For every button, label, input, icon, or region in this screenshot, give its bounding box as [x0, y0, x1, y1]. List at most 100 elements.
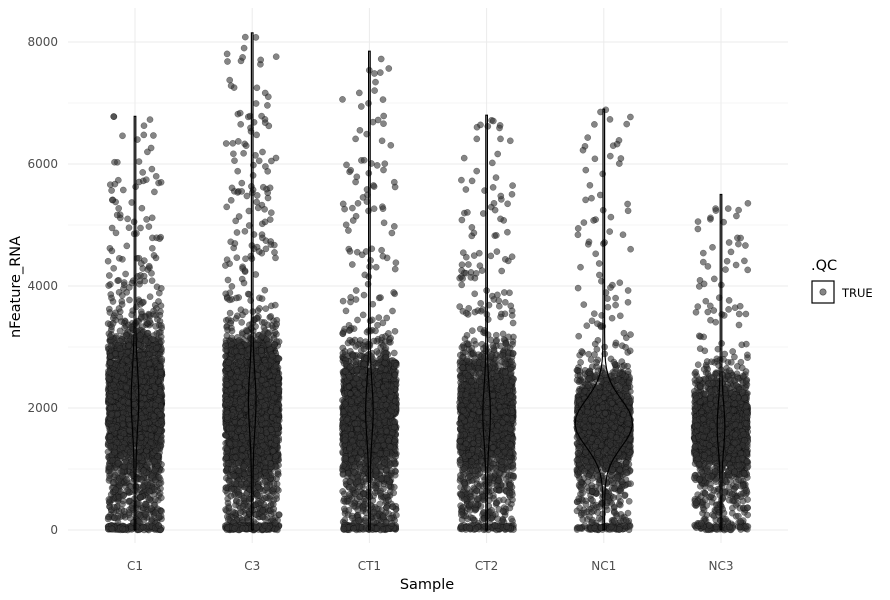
data-point — [130, 401, 138, 408]
data-point — [137, 434, 145, 441]
data-point — [140, 122, 148, 130]
data-point — [143, 216, 150, 223]
data-point — [115, 276, 122, 284]
data-point — [241, 267, 249, 275]
data-point — [105, 367, 112, 375]
data-point — [147, 367, 155, 374]
data-point — [116, 313, 124, 321]
data-point — [104, 515, 112, 523]
data-point — [156, 363, 164, 370]
data-point — [156, 410, 164, 418]
data-point — [144, 148, 151, 156]
data-point — [155, 298, 162, 305]
data-point — [150, 307, 157, 315]
data-point — [109, 381, 117, 389]
data-point — [135, 254, 143, 262]
data-point — [223, 203, 231, 211]
data-point — [157, 494, 165, 502]
data-point — [272, 254, 279, 262]
data-point — [158, 355, 166, 363]
data-point — [104, 320, 112, 327]
data-point — [106, 309, 114, 316]
data-point — [126, 448, 134, 456]
data-point — [123, 242, 131, 250]
data-point — [157, 388, 164, 396]
data-point — [155, 473, 163, 481]
data-point — [264, 93, 272, 101]
data-point — [119, 472, 126, 480]
data-point — [156, 235, 163, 243]
data-point — [238, 179, 246, 187]
data-point — [110, 479, 118, 486]
data-point — [136, 331, 144, 339]
data-point — [123, 332, 130, 339]
data-point — [146, 317, 154, 325]
data-point — [117, 389, 125, 397]
data-point — [115, 254, 123, 262]
data-point — [108, 294, 115, 302]
data-point — [158, 507, 165, 515]
data-point — [112, 229, 120, 237]
data-point — [137, 224, 144, 232]
data-point — [119, 414, 126, 422]
data-point — [152, 172, 160, 180]
data-point — [107, 397, 115, 405]
data-point — [122, 270, 129, 278]
data-point — [155, 522, 163, 529]
data-point — [105, 272, 113, 279]
data-point — [141, 500, 149, 508]
data-point — [119, 374, 126, 382]
data-point — [107, 359, 114, 367]
data-point — [123, 356, 131, 364]
data-point — [145, 223, 153, 230]
data-point — [140, 467, 147, 475]
data-point — [137, 493, 144, 501]
data-point — [152, 401, 159, 409]
data-point — [126, 296, 133, 304]
data-point — [120, 507, 128, 515]
data-point — [118, 291, 126, 299]
data-point — [110, 113, 118, 120]
data-point — [148, 244, 156, 252]
data-point — [140, 362, 148, 369]
data-point — [148, 277, 156, 285]
data-point — [148, 165, 156, 173]
data-point — [152, 323, 160, 330]
data-point — [123, 383, 130, 391]
data-point — [105, 282, 113, 289]
data-point — [119, 525, 127, 533]
data-point — [267, 313, 275, 320]
data-point — [129, 392, 136, 400]
data-point — [116, 327, 124, 335]
data-point — [108, 187, 115, 194]
data-point — [120, 492, 127, 499]
data-point — [107, 442, 114, 450]
data-point — [146, 488, 153, 495]
data-point — [126, 463, 134, 471]
data-point — [107, 342, 115, 350]
data-point — [151, 357, 159, 365]
data-point — [138, 204, 146, 212]
data-point — [228, 184, 236, 192]
data-point — [233, 294, 240, 302]
data-point — [108, 525, 116, 533]
data-point — [147, 439, 155, 446]
data-point — [233, 229, 241, 236]
data-point — [110, 264, 118, 272]
data-point — [111, 514, 119, 522]
data-point — [264, 102, 271, 109]
data-point — [105, 496, 113, 503]
data-point — [104, 257, 112, 265]
data-point — [271, 249, 278, 256]
data-point — [120, 281, 128, 289]
data-point — [157, 338, 165, 345]
data-point — [108, 196, 116, 204]
data-point — [255, 157, 263, 165]
data-point — [125, 497, 133, 505]
data-point — [142, 176, 150, 184]
data-point — [108, 411, 115, 418]
data-point — [135, 500, 143, 507]
data-point — [109, 314, 117, 322]
data-point — [125, 224, 133, 232]
data-point — [151, 188, 158, 196]
